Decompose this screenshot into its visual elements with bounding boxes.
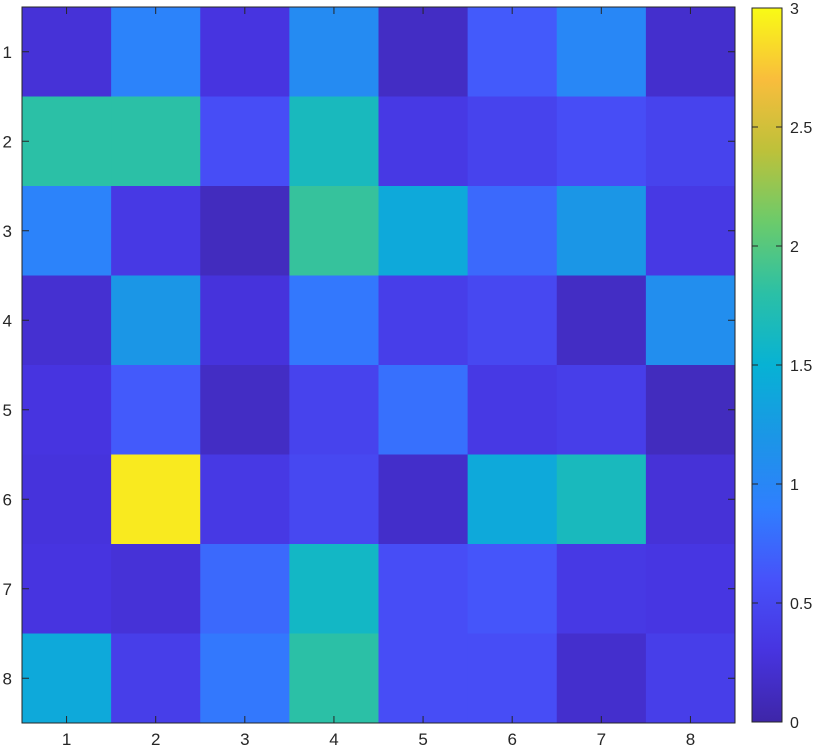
x-tick-label: 5 [418,730,427,749]
colorbar-tick-label: 2.5 [790,120,812,137]
heatmap-cell-r6-c2 [111,454,201,545]
heatmap-cell-r3-c5 [378,186,469,276]
heatmap-cell-r3-c3 [200,186,290,276]
heatmap-cell-r8-c3 [200,633,290,724]
colorbar-tick-label: 1.5 [790,358,812,375]
colorbar-tick-label: 1 [790,477,799,494]
heatmap-cell-r4-c6 [467,275,558,366]
heatmap-cell-r2-c7 [556,96,647,187]
heatmap-cell-r1-c2 [111,7,201,97]
y-tick-label: 5 [3,401,12,420]
heatmap-cell-r4-c7 [556,275,647,366]
heatmap-cell-r7-c5 [378,544,469,634]
heatmap-cell-r5-c5 [378,365,469,455]
heatmap-cell-r2-c4 [289,96,379,187]
heatmap-cell-r8-c2 [111,633,201,724]
y-tick-label: 6 [3,490,12,509]
heatmap-cell-r4-c3 [200,275,290,366]
x-tick-label: 8 [686,730,695,749]
heatmap-cell-r5-c4 [289,365,379,455]
heatmap-cell-r1-c7 [556,7,647,97]
y-tick-label: 4 [3,311,12,330]
heatmap-cell-r6-c6 [467,454,558,545]
colorbar-tick-label: 0 [790,715,799,732]
heatmap-cell-r7-c7 [556,544,647,634]
heatmap-cell-r4-c1 [22,275,112,366]
heatmap-cell-r1-c6 [467,7,558,97]
heatmap-cell-r6-c7 [556,454,647,545]
heatmap-cell-r4-c8 [645,275,736,366]
y-tick-label: 2 [3,132,12,151]
heatmap-cell-r5-c6 [467,365,558,455]
y-tick-label: 3 [3,222,12,241]
heatmap-cell-r4-c5 [378,275,469,366]
x-axis: 1 2 3 4 5 6 7 8 [62,7,695,749]
heatmap-cell-r3-c6 [467,186,558,276]
heatmap-cell-r6-c8 [645,454,736,545]
colorbar-tick-label: 3 [790,1,799,18]
heatmap-cell-r8-c8 [645,633,736,724]
heatmap-cell-r3-c2 [111,186,201,276]
x-tick-label: 1 [62,730,71,749]
heatmap-cell-r7-c2 [111,544,201,634]
y-tick-label: 7 [3,580,12,599]
x-tick-label: 7 [597,730,606,749]
heatmap-cell-r1-c5 [378,7,469,97]
heatmap-cell-r4-c2 [111,275,201,366]
colorbar-tick-label: 0.5 [790,596,812,613]
heatmap-cell-r2-c1 [22,96,112,187]
heatmap-cell-r6-c3 [200,454,290,545]
heatmap-cell-r1-c8 [645,7,736,97]
colorbar-tick-label: 2 [790,239,799,256]
heatmap-cell-r8-c7 [556,633,647,724]
x-tick-label: 4 [329,730,338,749]
heatmap-cell-r2-c5 [378,96,469,187]
heatmap-cell-r8-c6 [467,633,558,724]
heatmap-cell-r8-c4 [289,633,379,724]
heatmap-cell-r7-c8 [645,544,736,634]
y-tick-label: 8 [3,669,12,688]
heatmap-cell-r6-c1 [22,454,112,545]
heatmap-cell-r8-c5 [378,633,469,724]
heatmap-cell-r1-c3 [200,7,290,97]
y-axis: 1 2 3 4 5 6 7 8 [3,43,735,688]
heatmap-cell-r7-c3 [200,544,290,634]
heatmap-cell-r2-c2 [111,96,201,187]
heatmap-cell-r5-c8 [645,365,736,455]
heatmap-cell-r8-c1 [22,633,112,724]
heatmap-cell-r5-c1 [22,365,112,455]
heatmap-cell-r3-c7 [556,186,647,276]
heatmap-cell-r5-c7 [556,365,647,455]
heatmap-cell-r6-c4 [289,454,379,545]
heatmap-cell-r3-c1 [22,186,112,276]
plot-frame [21,6,736,724]
heatmap-cell-r1-c4 [289,7,379,97]
heatmap-cells [22,7,736,724]
heatmap-cell-r3-c4 [289,186,379,276]
heatmap-cell-r7-c6 [467,544,558,634]
heatmap-cell-r6-c5 [378,454,469,545]
heatmap-cell-r7-c1 [22,544,112,634]
heatmap-cell-r1-c1 [22,7,112,97]
x-tick-label: 2 [151,730,160,749]
colorbar: 0 0.5 1 1.5 2 2.5 3 [751,1,812,732]
heatmap-cell-r2-c6 [467,96,558,187]
heatmap-cell-r2-c8 [645,96,736,187]
y-tick-label: 1 [3,43,12,62]
heatmap-cell-r7-c4 [289,544,379,634]
heatmap-cell-r2-c3 [200,96,290,187]
heatmap-cell-r4-c4 [289,275,379,366]
heatmap-cell-r5-c2 [111,365,201,455]
heatmap-cell-r3-c8 [645,186,736,276]
x-tick-label: 3 [240,730,249,749]
heatmap-cell-r5-c3 [200,365,290,455]
x-tick-label: 6 [507,730,516,749]
